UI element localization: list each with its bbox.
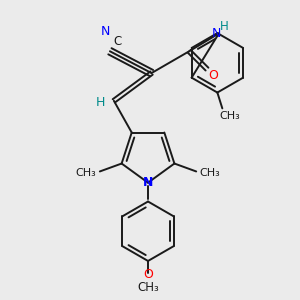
Text: CH₃: CH₃	[220, 111, 241, 121]
Text: C: C	[114, 35, 122, 48]
Text: N: N	[143, 176, 153, 189]
Text: CH₃: CH₃	[200, 168, 220, 178]
Text: O: O	[208, 68, 218, 82]
Text: CH₃: CH₃	[76, 168, 96, 178]
Text: CH₃: CH₃	[137, 281, 159, 294]
Text: N: N	[212, 27, 222, 40]
Text: H: H	[95, 96, 105, 109]
Text: O: O	[143, 268, 153, 281]
Text: H: H	[220, 20, 228, 33]
Text: N: N	[100, 25, 110, 38]
